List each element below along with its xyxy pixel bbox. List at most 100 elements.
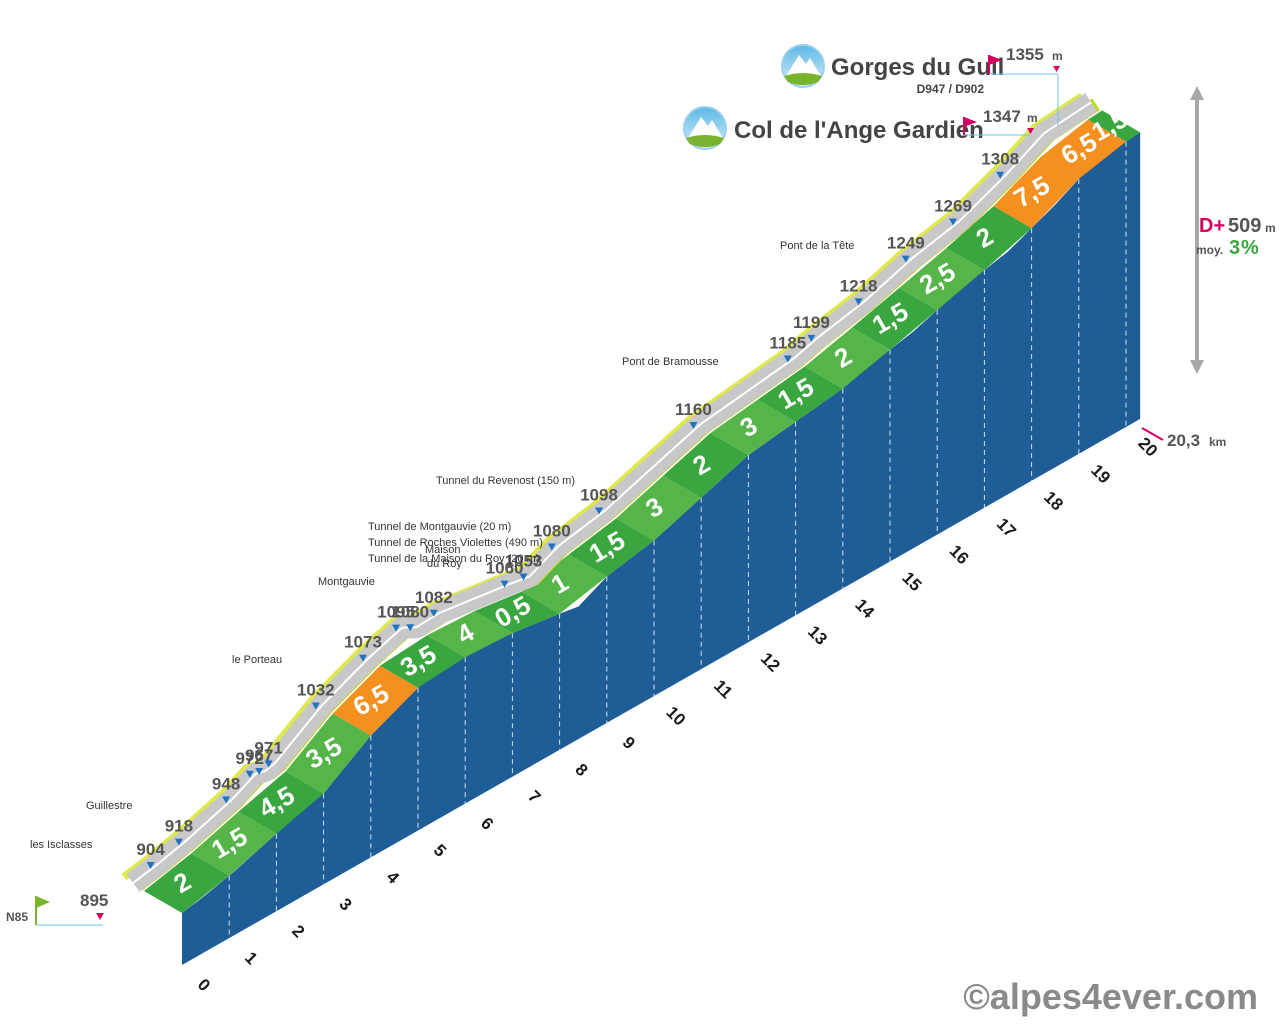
grade-segment bbox=[238, 771, 324, 834]
altitude-label: 918 bbox=[165, 817, 193, 836]
marker-icon bbox=[222, 796, 231, 804]
place-label: Tunnel de la Maison du Roy (20 m) bbox=[368, 553, 539, 565]
marker-icon bbox=[146, 861, 155, 869]
total-distance: 20,3 bbox=[1167, 431, 1200, 450]
place-label: Montgauvie bbox=[318, 576, 375, 588]
marker-icon bbox=[595, 507, 603, 515]
distance-unit: km bbox=[1209, 435, 1226, 449]
place-label: Maison bbox=[425, 544, 460, 556]
marker-icon bbox=[255, 767, 264, 775]
altitude-label: 1082 bbox=[415, 588, 453, 607]
altitude-label: 904 bbox=[136, 840, 165, 859]
marker-icon bbox=[996, 171, 1005, 179]
gain-value: 509 bbox=[1228, 215, 1261, 237]
altitude-label: 1308 bbox=[981, 150, 1019, 169]
flag-icon bbox=[963, 117, 977, 135]
marker-icon bbox=[689, 422, 698, 430]
profile-side-wall bbox=[182, 132, 1141, 966]
gain-label: D+ bbox=[1199, 215, 1225, 237]
col-altitude: 1347 bbox=[983, 107, 1021, 126]
summit-title: Gorges du Guil bbox=[831, 54, 1004, 81]
place-label: Tunnel de Montgauvie (20 m) bbox=[368, 521, 511, 533]
col-title: Col de l'Ange Gardien bbox=[734, 117, 984, 144]
marker-icon bbox=[500, 580, 509, 588]
marker-icon bbox=[949, 218, 957, 226]
km-tick-label: 5 bbox=[430, 841, 450, 861]
altitude-label: 1160 bbox=[675, 400, 712, 419]
km-tick-label: 19 bbox=[1087, 461, 1114, 488]
km-tick-label: 17 bbox=[993, 514, 1020, 541]
km-tick-label: 1 bbox=[241, 948, 261, 968]
km-tick-label: 4 bbox=[383, 867, 404, 888]
place-label: du Roy bbox=[427, 558, 462, 570]
avg-value: 3 bbox=[1229, 237, 1240, 259]
col-altitude-unit: m bbox=[1027, 111, 1038, 125]
place-label: Tunnel de Roches Violettes (490 m) bbox=[368, 537, 543, 549]
grade-segments: 21,54,53,56,53,54 0,511,53231,521,52,527,… bbox=[144, 103, 1141, 913]
altitude-label: 1053 bbox=[505, 551, 543, 570]
km-tick-label: 3 bbox=[335, 894, 355, 914]
grade-segment bbox=[710, 399, 796, 456]
start-marker: N85 895 bbox=[6, 891, 108, 926]
marker-icon bbox=[174, 838, 183, 846]
grade-segment bbox=[993, 156, 1079, 229]
km-tick-label: 12 bbox=[757, 649, 784, 676]
altitude-label: 948 bbox=[212, 774, 240, 793]
flag-icon bbox=[988, 55, 1002, 74]
gain-unit: m bbox=[1265, 221, 1276, 235]
km-tick-label: 2 bbox=[288, 921, 308, 941]
marker-icon bbox=[245, 770, 254, 778]
altitude-label: 1249 bbox=[887, 234, 925, 253]
altitude-label: 967 bbox=[245, 746, 273, 765]
start-altitude: 895 bbox=[80, 891, 108, 910]
grade-segment bbox=[568, 518, 654, 577]
grade-segment bbox=[285, 713, 371, 794]
marker-icon bbox=[264, 760, 273, 768]
marker-icon bbox=[359, 654, 367, 662]
altitude-label: 971 bbox=[254, 739, 282, 758]
altitude-label: 972 bbox=[236, 749, 264, 768]
mountain-icon bbox=[781, 44, 825, 88]
km-tick-label: 11 bbox=[710, 676, 736, 702]
mountain-icon bbox=[683, 106, 727, 150]
summit-altitude: 1355 bbox=[1006, 45, 1044, 64]
altitude-labels: 9049189489729679711032107310951080108210… bbox=[136, 150, 1019, 869]
place-label: les Isclasses bbox=[30, 839, 93, 851]
altitude-label: 1095 bbox=[377, 603, 415, 622]
road-ribbon bbox=[121, 92, 1100, 892]
marker-icon bbox=[429, 609, 438, 617]
summit-title-group: Gorges du Guil D947 / D902 1355 m Col de… bbox=[683, 44, 1063, 150]
altitude-label: 1073 bbox=[344, 633, 382, 652]
altitude-label: 1218 bbox=[840, 276, 878, 295]
altitude-label: 1185 bbox=[769, 334, 806, 353]
place-label: le Porteau bbox=[232, 654, 282, 666]
grade-segment bbox=[663, 433, 749, 498]
km-tick-label: 16 bbox=[946, 541, 973, 568]
summit-altitude-unit: m bbox=[1052, 49, 1063, 63]
start-road-label: N85 bbox=[6, 910, 28, 924]
grade-segment bbox=[852, 287, 938, 350]
marker-icon bbox=[1053, 66, 1060, 72]
road-centerline bbox=[132, 101, 1092, 884]
marker-icon bbox=[547, 543, 556, 551]
km-tick-label: 6 bbox=[477, 814, 497, 834]
place-labels: les Isclasses Guillestre le Porteau Montgau… bbox=[30, 240, 854, 851]
altitude-label: 1269 bbox=[934, 197, 972, 216]
grade-segment bbox=[332, 665, 418, 736]
grade-segment bbox=[427, 611, 513, 658]
km-tick-label: 0 bbox=[194, 975, 214, 995]
altitude-label: 1032 bbox=[297, 681, 335, 700]
grade-segment bbox=[616, 475, 702, 541]
summit-road: D947 / D902 bbox=[917, 82, 985, 96]
flag-icon bbox=[35, 896, 50, 925]
grade-segment bbox=[757, 366, 843, 422]
place-label: Pont de la Tête bbox=[780, 240, 854, 252]
altitude-label: 1098 bbox=[580, 485, 618, 504]
marker-icon bbox=[406, 624, 415, 632]
grade-segment bbox=[1088, 110, 1141, 142]
side-wall bbox=[182, 132, 1141, 966]
grade-segment bbox=[191, 811, 277, 876]
grade-segment bbox=[1040, 119, 1126, 179]
grade-segment bbox=[521, 554, 607, 614]
place-label: Pont de Bramousse bbox=[622, 356, 719, 368]
